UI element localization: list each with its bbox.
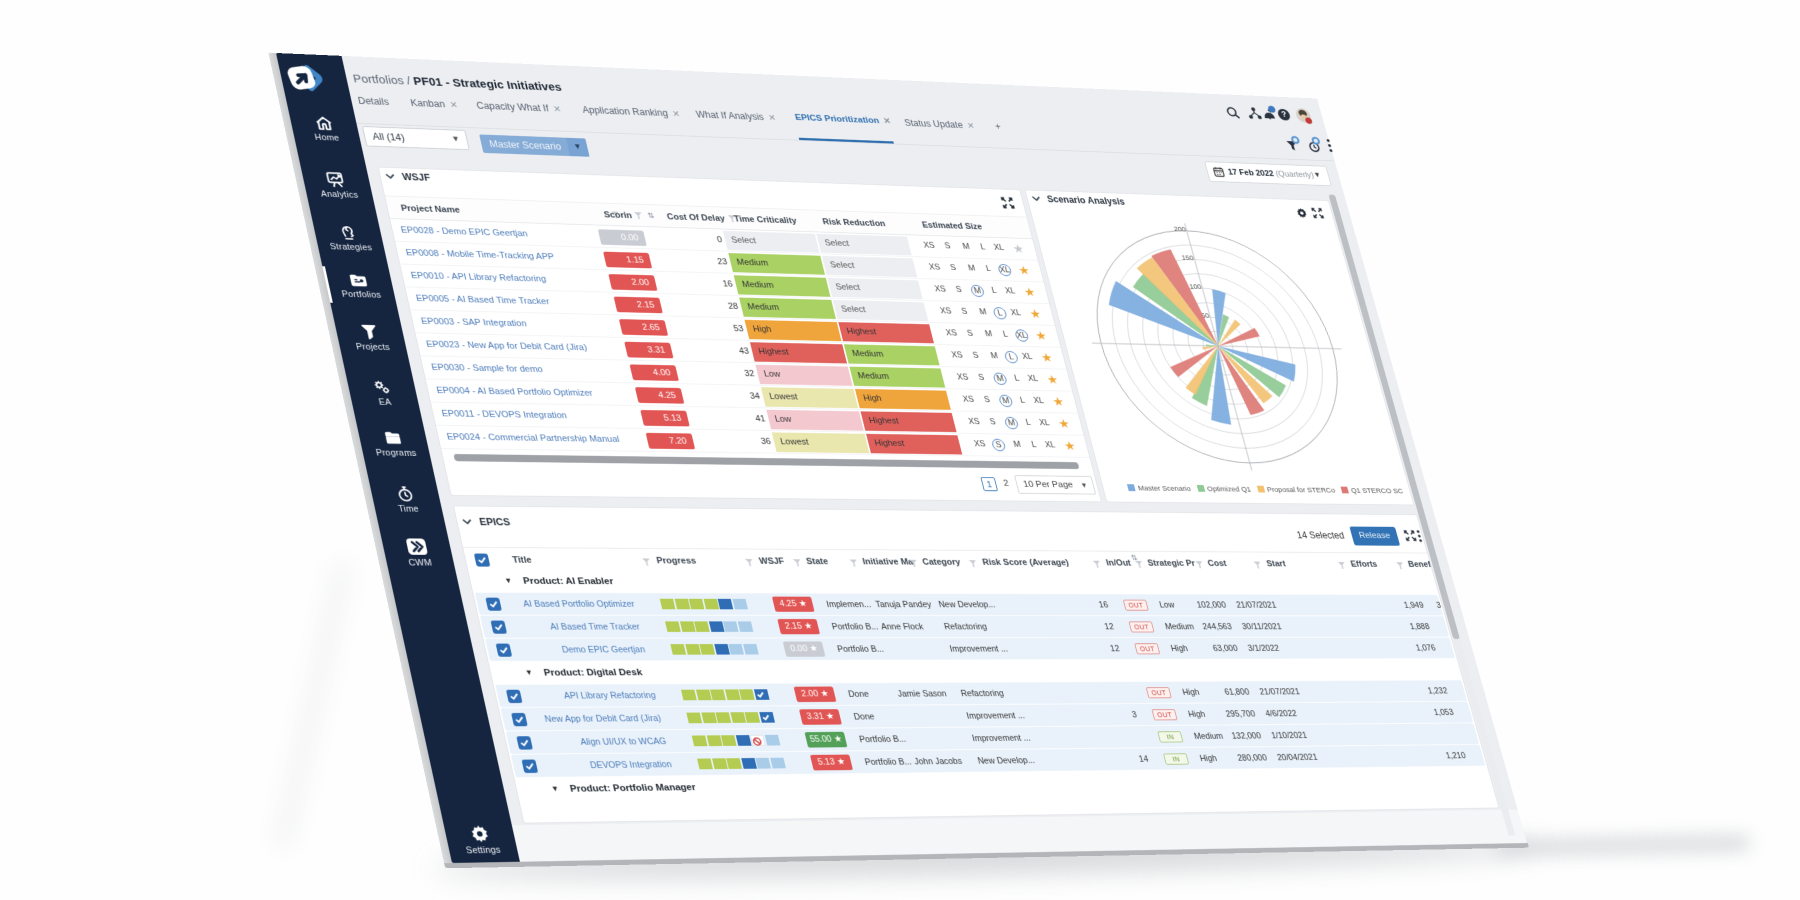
svg-text:?: ?: [1280, 110, 1287, 119]
svg-text:50: 50: [1200, 311, 1211, 319]
svg-text:200: 200: [1173, 225, 1187, 233]
svg-text:100: 100: [1188, 282, 1203, 290]
svg-text:150: 150: [1181, 254, 1195, 262]
